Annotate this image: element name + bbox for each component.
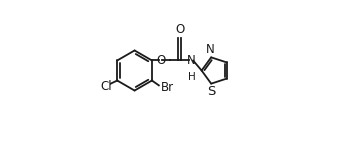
Text: S: S <box>208 85 216 98</box>
Text: O: O <box>175 23 184 36</box>
Text: N: N <box>187 54 196 67</box>
Text: O: O <box>156 54 165 67</box>
Text: Br: Br <box>161 81 174 94</box>
Text: H: H <box>188 72 195 82</box>
Text: Cl: Cl <box>101 80 112 93</box>
Text: N: N <box>206 43 215 56</box>
